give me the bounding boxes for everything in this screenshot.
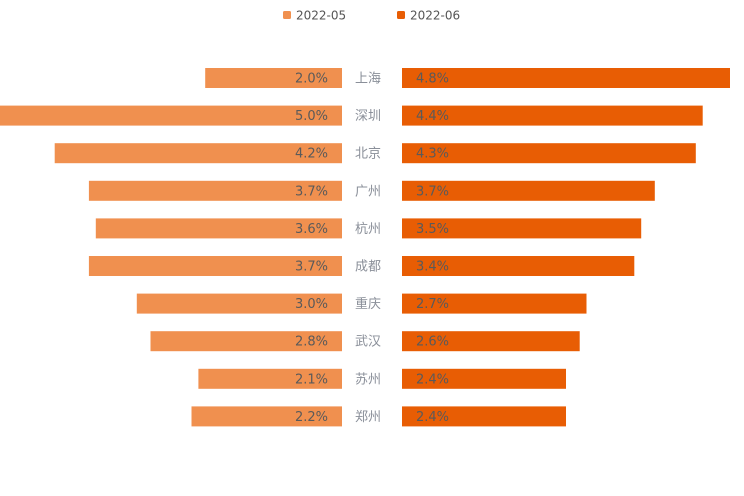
data-label-2022-06: 4.8% bbox=[416, 72, 449, 87]
bar-2022-05[interactable] bbox=[88, 256, 343, 276]
legend-label-2022-06[interactable]: 2022-06 bbox=[410, 9, 460, 23]
bar-2022-06[interactable] bbox=[402, 143, 696, 164]
chart-row: 5.0% 深圳 4.4% bbox=[0, 105, 703, 126]
chart-row: 3.7% 成都 3.4% bbox=[88, 256, 635, 276]
bar-2022-05[interactable] bbox=[198, 368, 342, 389]
bar-2022-05[interactable] bbox=[205, 68, 342, 88]
data-label-2022-05: 5.0% bbox=[295, 109, 328, 124]
bar-2022-06[interactable] bbox=[402, 180, 655, 201]
data-label-2022-05: 2.0% bbox=[295, 72, 328, 87]
data-label-2022-06: 4.3% bbox=[416, 147, 449, 162]
legend: 2022-05 2022-06 bbox=[283, 9, 460, 23]
data-label-2022-06: 4.4% bbox=[416, 109, 449, 124]
data-label-2022-06: 3.7% bbox=[416, 184, 449, 199]
bar-2022-05[interactable] bbox=[54, 143, 342, 164]
data-label-2022-05: 2.8% bbox=[295, 335, 328, 350]
data-label-2022-06: 2.6% bbox=[416, 335, 449, 350]
data-label-2022-05: 3.7% bbox=[295, 184, 328, 199]
bar-2022-06[interactable] bbox=[402, 256, 635, 276]
chart-row: 2.1% 苏州 2.4% bbox=[198, 368, 566, 389]
category-label: 深圳 bbox=[355, 109, 381, 124]
category-label: 苏州 bbox=[355, 371, 381, 387]
chart-row: 2.2% 郑州 2.4% bbox=[191, 406, 566, 427]
chart-row: 2.0% 上海 4.8% bbox=[205, 68, 730, 88]
category-label: 广州 bbox=[355, 184, 381, 199]
bar-2022-05[interactable] bbox=[150, 331, 343, 352]
bar-2022-05[interactable] bbox=[136, 293, 342, 314]
chart-row: 2.8% 武汉 2.6% bbox=[150, 331, 580, 352]
data-label-2022-05: 2.1% bbox=[295, 372, 328, 387]
data-label-2022-06: 3.4% bbox=[416, 260, 449, 275]
bar-2022-05[interactable] bbox=[95, 218, 342, 239]
legend-swatch-2022-05[interactable] bbox=[283, 11, 291, 19]
data-label-2022-06: 3.5% bbox=[416, 222, 449, 237]
data-label-2022-06: 2.4% bbox=[416, 410, 449, 425]
category-label: 上海 bbox=[355, 72, 381, 87]
chart-row: 4.2% 北京 4.3% bbox=[54, 143, 696, 164]
data-label-2022-06: 2.7% bbox=[416, 297, 449, 312]
bar-2022-06[interactable] bbox=[402, 368, 566, 389]
data-label-2022-05: 4.2% bbox=[295, 147, 328, 162]
bar-2022-05[interactable] bbox=[0, 105, 342, 126]
data-label-2022-05: 2.2% bbox=[295, 410, 328, 425]
bar-2022-06[interactable] bbox=[402, 218, 642, 239]
category-label: 成都 bbox=[355, 260, 381, 275]
data-label-2022-05: 3.7% bbox=[295, 260, 328, 275]
legend-swatch-2022-06[interactable] bbox=[397, 11, 405, 19]
bar-2022-06[interactable] bbox=[402, 293, 587, 314]
chart-row: 3.0% 重庆 2.7% bbox=[136, 293, 587, 314]
plot-area: 2.0% 上海 4.8%5.0% 深圳 4.4%4.2% 北京 4.3%3.7% 广州 3.7%… bbox=[0, 68, 730, 427]
bar-2022-06[interactable] bbox=[402, 105, 703, 126]
legend-label-2022-05[interactable]: 2022-05 bbox=[296, 9, 346, 23]
data-label-2022-05: 3.0% bbox=[295, 297, 328, 312]
data-label-2022-06: 2.4% bbox=[416, 372, 449, 387]
chart-row: 3.6% 杭州 3.5% bbox=[95, 218, 642, 239]
bar-2022-05[interactable] bbox=[191, 406, 343, 427]
bar-2022-05[interactable] bbox=[88, 180, 343, 201]
bar-2022-06[interactable] bbox=[402, 331, 580, 352]
data-label-2022-05: 3.6% bbox=[295, 222, 328, 237]
category-label: 郑州 bbox=[355, 410, 381, 425]
chart-row: 3.7% 广州 3.7% bbox=[88, 180, 655, 201]
category-label: 北京 bbox=[355, 147, 381, 162]
bar-2022-06[interactable] bbox=[402, 406, 566, 427]
category-label: 武汉 bbox=[355, 335, 381, 350]
bar-2022-06[interactable] bbox=[402, 68, 730, 88]
category-label: 杭州 bbox=[355, 222, 381, 237]
category-label: 重庆 bbox=[355, 296, 381, 312]
